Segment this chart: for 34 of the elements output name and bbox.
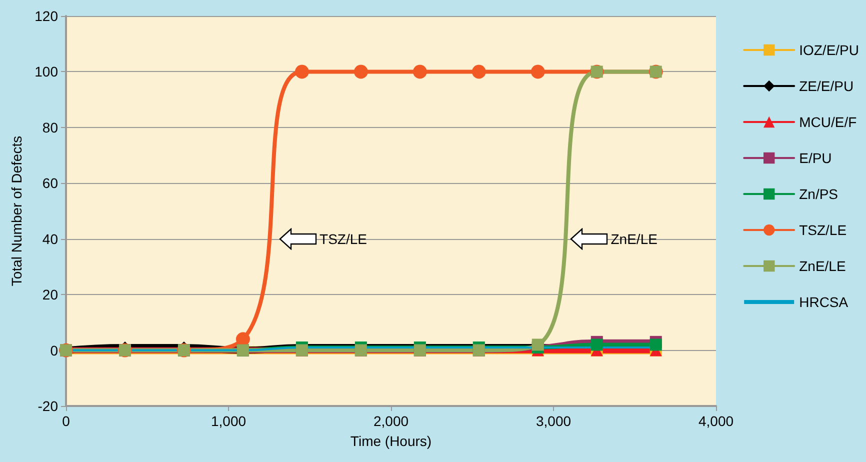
point	[472, 64, 486, 79]
legend-label: HRCSA	[799, 294, 849, 310]
point	[412, 64, 427, 79]
point	[530, 64, 545, 79]
legend-label: E/PU	[799, 150, 832, 166]
y-tick-label: 120	[34, 8, 58, 24]
y-tick-label: 20	[42, 286, 58, 303]
y-tick-label: 0	[50, 342, 58, 358]
legend-label: Zn/PS	[799, 186, 838, 202]
legend-label: ZnE/LE	[799, 258, 846, 274]
y-tick-label: -20	[38, 398, 58, 414]
x-tick-label: 2,000	[373, 413, 409, 429]
x-tick-label: 0	[62, 413, 70, 429]
x-axis-title: Time (Hours)	[350, 433, 432, 449]
legend-label: TSZ/LE	[799, 222, 847, 238]
legend-label: ZE/E/PU	[799, 78, 854, 94]
annotation: ZnE/LE	[610, 230, 658, 247]
point	[236, 332, 250, 346]
y-axis-title: Total Number of Defects	[8, 136, 25, 286]
y-tick-label: 40	[42, 230, 58, 247]
x-tick-label: 3,000	[536, 413, 572, 429]
legend-label: IOZ/E/PU	[799, 42, 860, 58]
point	[590, 338, 603, 351]
y-tick-label: 100	[34, 64, 58, 80]
x-tick-label: 1,000	[210, 413, 246, 429]
legend-label: MCU/E/F	[799, 114, 857, 130]
y-tick-label: 60	[42, 175, 58, 192]
point	[532, 338, 544, 351]
point	[650, 338, 662, 351]
y-tick-label: 80	[42, 119, 58, 136]
point	[354, 64, 368, 79]
annotation: TSZ/LE	[320, 230, 368, 247]
point	[294, 64, 309, 79]
x-tick-label: 4,000	[698, 413, 734, 429]
